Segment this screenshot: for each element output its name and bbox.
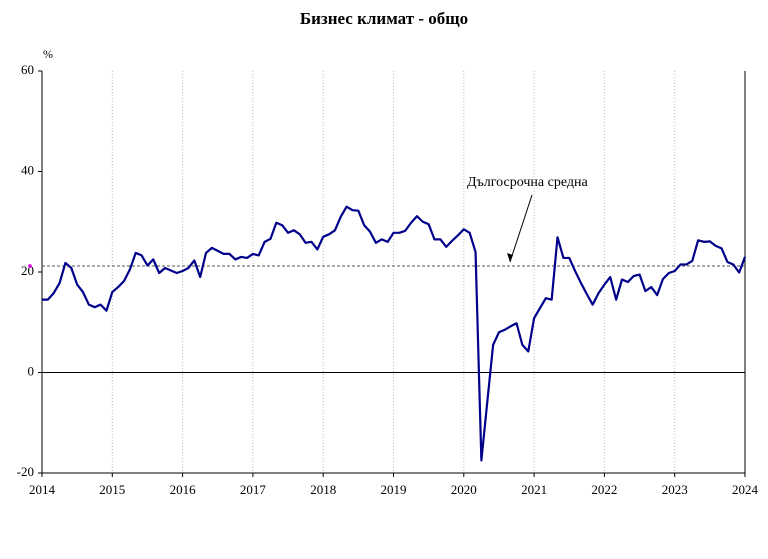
x-tick-label: 2019 — [381, 482, 407, 497]
x-tick-label: 2018 — [310, 482, 336, 497]
x-tick-label: 2021 — [521, 482, 547, 497]
x-tick-label: 2023 — [662, 482, 688, 497]
x-tick-label: 2022 — [591, 482, 617, 497]
arrow-head — [507, 253, 513, 262]
annotation: Дългосрочна средна — [467, 175, 588, 190]
x-tick-label: 2016 — [170, 482, 197, 497]
y-unit: % — [43, 47, 53, 61]
x-tick-label: 2024 — [732, 482, 759, 497]
average-marker — [28, 264, 32, 268]
x-tick-label: 2020 — [451, 482, 477, 497]
x-tick-label: 2014 — [29, 482, 56, 497]
y-tick-label: 20 — [21, 263, 34, 278]
y-tick-label: 60 — [21, 62, 34, 77]
chart-title: Бизнес климат - общо — [300, 9, 468, 28]
x-tick-label: 2017 — [240, 482, 267, 497]
x-tick-label: 2015 — [99, 482, 125, 497]
series-line — [42, 205, 747, 462]
y-tick-label: 40 — [21, 162, 34, 177]
y-tick-label: 0 — [28, 363, 35, 378]
y-tick-label: -20 — [17, 464, 34, 479]
annotation-arrow — [509, 194, 533, 263]
